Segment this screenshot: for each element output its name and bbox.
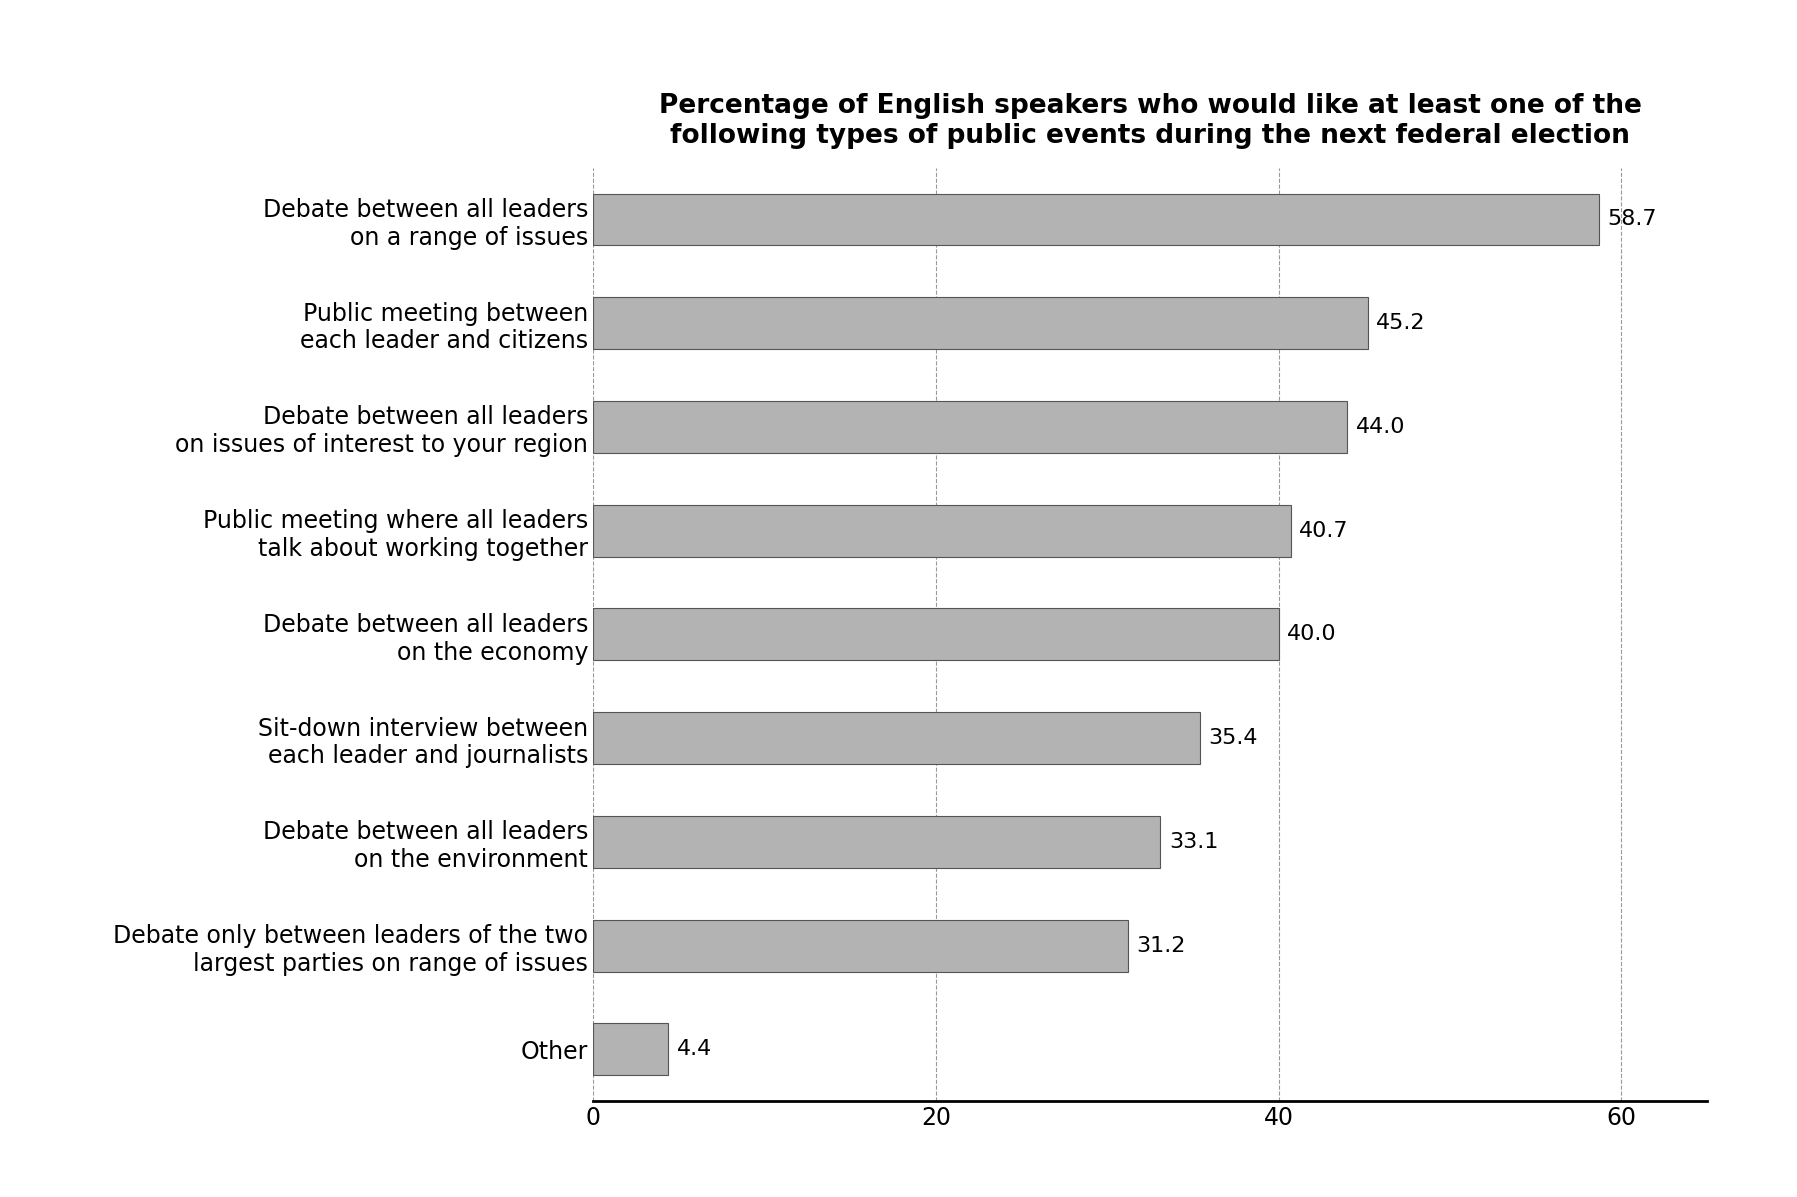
Text: 40.7: 40.7 [1299,521,1350,541]
Text: 44.0: 44.0 [1355,417,1405,437]
Bar [593,919,1129,972]
Text: 35.4: 35.4 [1208,728,1258,748]
Text: 33.1: 33.1 [1168,832,1218,852]
Bar [593,194,1599,245]
Bar [593,1023,668,1075]
Text: 58.7: 58.7 [1608,209,1657,230]
Title: Percentage of English speakers who would like at least one of the
following type: Percentage of English speakers who would… [659,92,1641,148]
Bar [593,505,1290,557]
Text: 45.2: 45.2 [1377,314,1425,333]
Bar [593,297,1368,350]
Bar [593,816,1161,868]
Bar [593,712,1200,764]
Text: 4.4: 4.4 [677,1039,712,1059]
Bar [593,608,1279,661]
Text: 40.0: 40.0 [1287,625,1337,644]
Text: 31.2: 31.2 [1136,936,1186,955]
Bar [593,401,1348,452]
